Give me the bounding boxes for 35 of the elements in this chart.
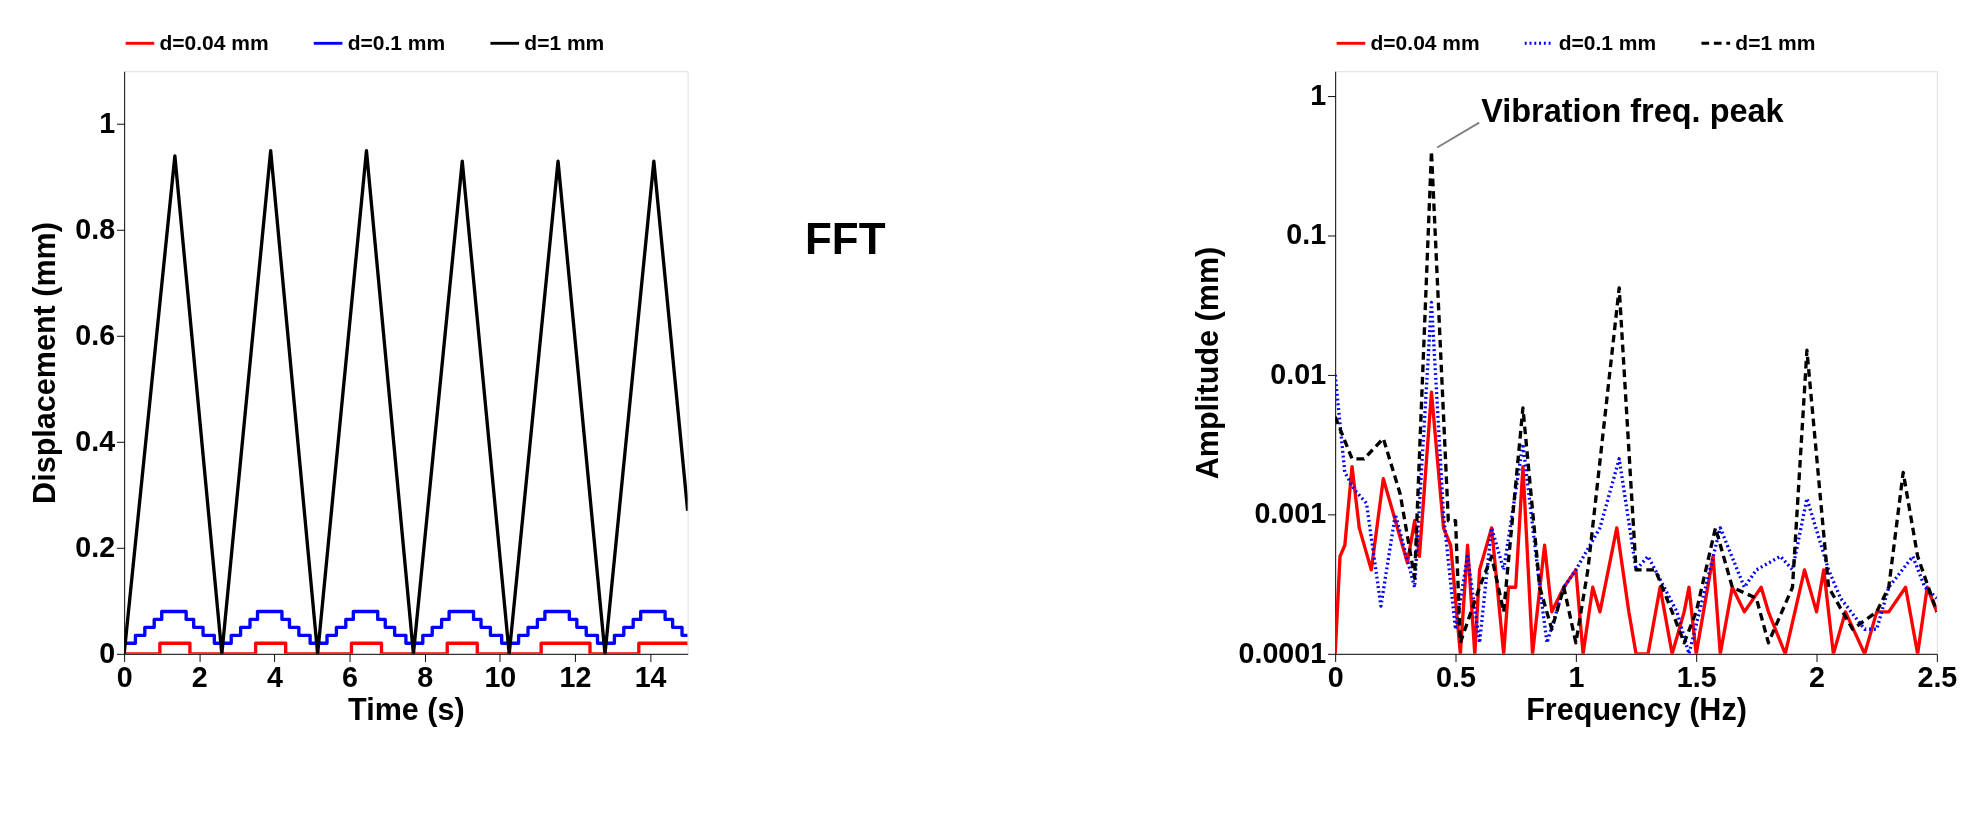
x-tick-label: 2: [1809, 660, 1825, 693]
x-tick-label: 10: [484, 660, 517, 693]
y-tick-label: 0.4: [75, 425, 116, 458]
legend-label: d=1 mm: [524, 30, 605, 54]
y-tick-label: 1: [1310, 78, 1327, 111]
legend-label: d=0.1 mm: [1558, 30, 1657, 54]
x-tick-label: 12: [559, 660, 592, 693]
y-tick-label: 0.001: [1254, 497, 1327, 530]
y-tick-label: 0.2: [75, 530, 116, 563]
x-tick-label: 2.5: [1917, 660, 1958, 693]
y-tick-label: 0.6: [75, 319, 116, 352]
x-tick-label: 14: [634, 660, 667, 693]
y-tick-label: 0.8: [75, 213, 116, 246]
y-axis-title: Amplitude (mm): [1190, 246, 1226, 480]
x-tick-label: 4: [266, 660, 283, 693]
text: FFT: [804, 213, 886, 263]
x-tick-label: 1: [1568, 660, 1585, 693]
y-tick-label: 0.01: [1270, 357, 1327, 390]
x-tick-label: 1.5: [1676, 660, 1717, 693]
legend-label: d=0.1 mm: [347, 30, 446, 54]
legend-label: d=0.04 mm: [1370, 30, 1480, 54]
x-tick-label: 2: [191, 660, 208, 693]
x-axis-title: Frequency (Hz): [1526, 692, 1747, 728]
y-tick-label: 0: [99, 636, 116, 669]
y-tick-label: 1: [99, 107, 116, 140]
x-tick-label: 0.5: [1436, 660, 1476, 693]
y-tick-label: 0.1: [1286, 218, 1327, 251]
y-axis-title: Displacement (mm): [27, 222, 63, 504]
x-tick-label: 8: [417, 660, 434, 693]
x-axis-title: Time (s): [348, 692, 465, 728]
legend-label: d=1 mm: [1735, 30, 1816, 54]
x-tick-label: 6: [342, 660, 358, 693]
legend-label: d=0.04 mm: [159, 30, 269, 54]
annotation: Vibration freq. peak: [1481, 92, 1785, 129]
y-tick-label: 0.0001: [1238, 636, 1327, 669]
